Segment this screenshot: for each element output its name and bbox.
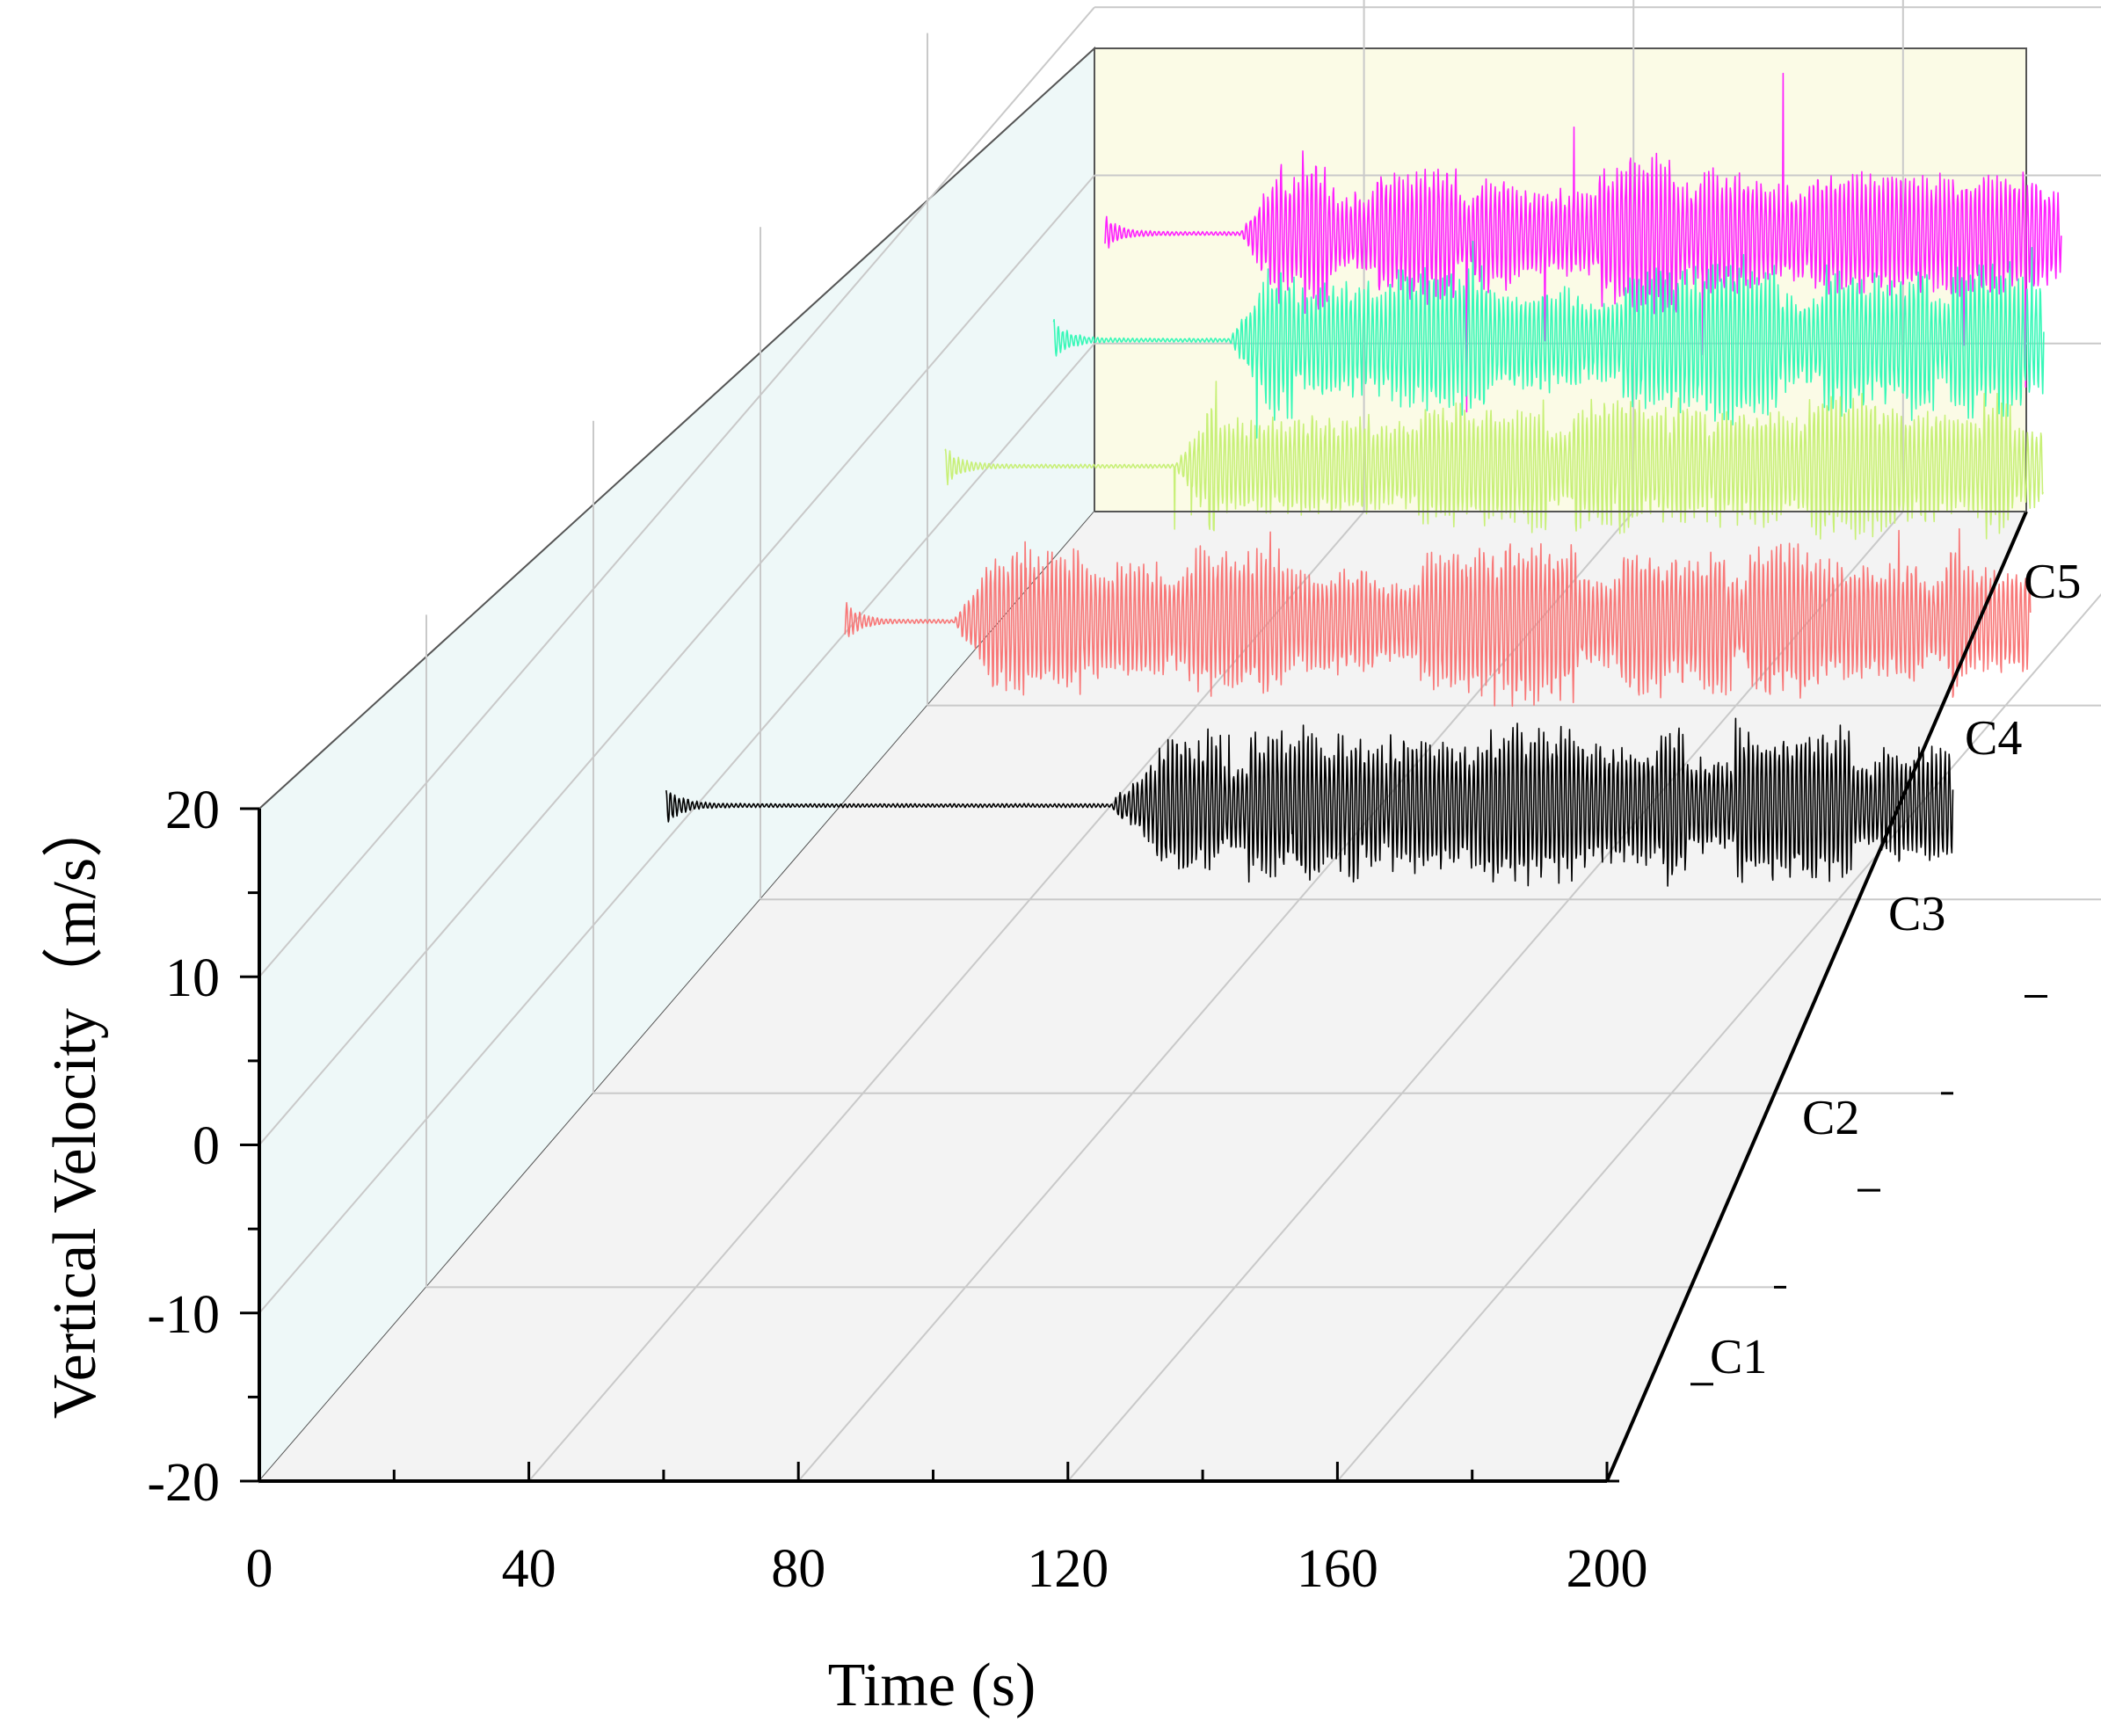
wall-grid-line bbox=[258, 174, 1095, 1146]
x-tick-label: 200 bbox=[1567, 1539, 1648, 1599]
x-tick-label: 40 bbox=[502, 1539, 556, 1599]
y-tick-label: -20 bbox=[147, 1453, 220, 1513]
floor-grid-line bbox=[1336, 592, 2101, 1482]
y-tick-label: 20 bbox=[165, 781, 220, 840]
ticks bbox=[240, 807, 2047, 1483]
series-c2-trace bbox=[844, 527, 2032, 708]
wall-grid-line bbox=[258, 343, 1095, 1314]
y-tick-label: 10 bbox=[165, 948, 220, 1008]
x-axis-title: Time (s) bbox=[828, 1652, 1036, 1719]
z-category-label: C1 bbox=[1710, 1330, 1767, 1384]
series-c4-trace bbox=[1052, 240, 2045, 439]
series-group bbox=[665, 72, 2062, 887]
z-category-label: C5 bbox=[2024, 555, 2081, 609]
x-tick-label: 160 bbox=[1297, 1539, 1378, 1599]
z-category-label: C2 bbox=[1802, 1091, 1859, 1145]
y-tick-label: -10 bbox=[147, 1285, 220, 1345]
y-axis-title: Vertical Velocity（m/s） bbox=[41, 796, 109, 1419]
wall-grid-line bbox=[258, 6, 1095, 977]
floor-plane bbox=[259, 512, 2026, 1481]
z-category-label: C3 bbox=[1888, 887, 1945, 941]
z-axis-line bbox=[1605, 511, 2028, 1482]
x-tick-label: 120 bbox=[1027, 1539, 1109, 1599]
labels: 0 40 80 120 160 200 20 10 0 -10 -20 C1 C… bbox=[41, 555, 2081, 1719]
series-c3-trace bbox=[944, 381, 2044, 541]
series-c5-trace bbox=[1104, 72, 2062, 413]
floor-grid-line bbox=[1067, 511, 1904, 1482]
x-tick-label: 0 bbox=[246, 1539, 273, 1599]
x-tick-label: 80 bbox=[771, 1539, 825, 1599]
z-category-label: C4 bbox=[1965, 711, 2022, 766]
y-tick-label: 0 bbox=[193, 1116, 220, 1176]
series-c1-trace bbox=[665, 717, 1954, 887]
